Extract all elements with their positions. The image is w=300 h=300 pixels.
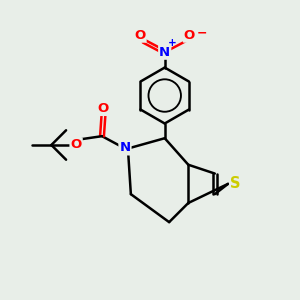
Text: S: S [230,176,241,191]
Text: O: O [184,29,195,42]
Text: O: O [98,102,109,115]
Text: +: + [168,38,176,48]
Text: O: O [134,29,146,42]
Text: N: N [119,141,130,154]
Text: −: − [197,26,207,39]
Text: N: N [159,46,170,59]
Text: O: O [70,139,82,152]
